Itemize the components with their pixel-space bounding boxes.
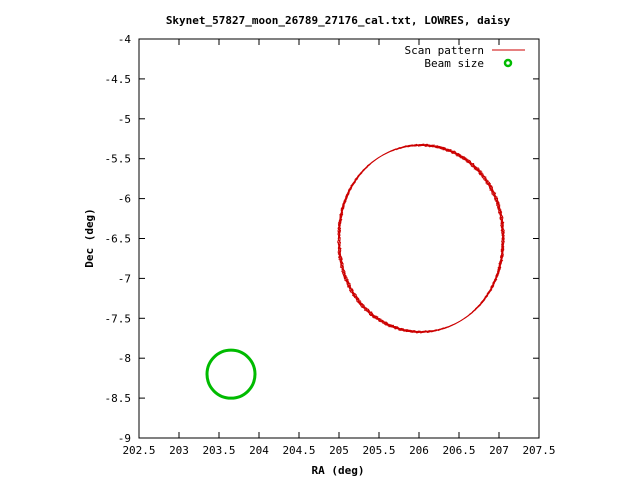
y-tick-label: -4 (118, 33, 132, 46)
x-tick-label: 204 (249, 444, 269, 457)
x-tick-label: 207.5 (522, 444, 555, 457)
legend-label-beam: Beam size (424, 57, 484, 70)
x-tick-label: 205 (329, 444, 349, 457)
y-tick-label: -8.5 (105, 392, 132, 405)
y-tick-label: -6.5 (105, 233, 132, 246)
y-tick-label: -5.5 (105, 153, 132, 166)
y-tick-label: -7.5 (105, 312, 132, 325)
y-tick-label: -8 (118, 352, 131, 365)
y-tick-label: -7 (118, 272, 131, 285)
x-tick-labels: 202.5 203 203.5 204 204.5 205 205.5 206 206.5 207… (122, 444, 555, 457)
x-tick-label: 206 (409, 444, 429, 457)
scan-pattern-line (337, 143, 505, 334)
axis-ticks (138, 38, 540, 439)
legend-label-scan: Scan pattern (405, 44, 484, 57)
x-tick-label: 206.5 (442, 444, 475, 457)
x-tick-label: 202.5 (122, 444, 155, 457)
y-tick-label: -9 (118, 432, 131, 445)
y-tick-labels: -4 -4.5 -5 -5.5 -6 -6.5 -7 -7.5 -8 -8.5 -9 (105, 33, 132, 445)
x-tick-label: 207 (489, 444, 509, 457)
x-axis-label: RA (deg) (312, 464, 365, 477)
y-axis-label: Dec (deg) (83, 208, 96, 268)
y-tick-label: -6 (118, 193, 131, 206)
x-tick-label: 203.5 (202, 444, 235, 457)
x-tick-label: 204.5 (282, 444, 315, 457)
legend: Scan pattern Beam size (405, 44, 525, 70)
legend-swatch-beam (503, 58, 513, 68)
chart-title: Skynet_57827_moon_26789_27176_cal.txt, L… (166, 14, 511, 27)
y-tick-label: -5 (118, 113, 131, 126)
y-tick-label: -4.5 (105, 73, 132, 86)
x-tick-label: 205.5 (362, 444, 395, 457)
x-tick-label: 203 (169, 444, 189, 457)
beam-size-circle (205, 348, 257, 400)
